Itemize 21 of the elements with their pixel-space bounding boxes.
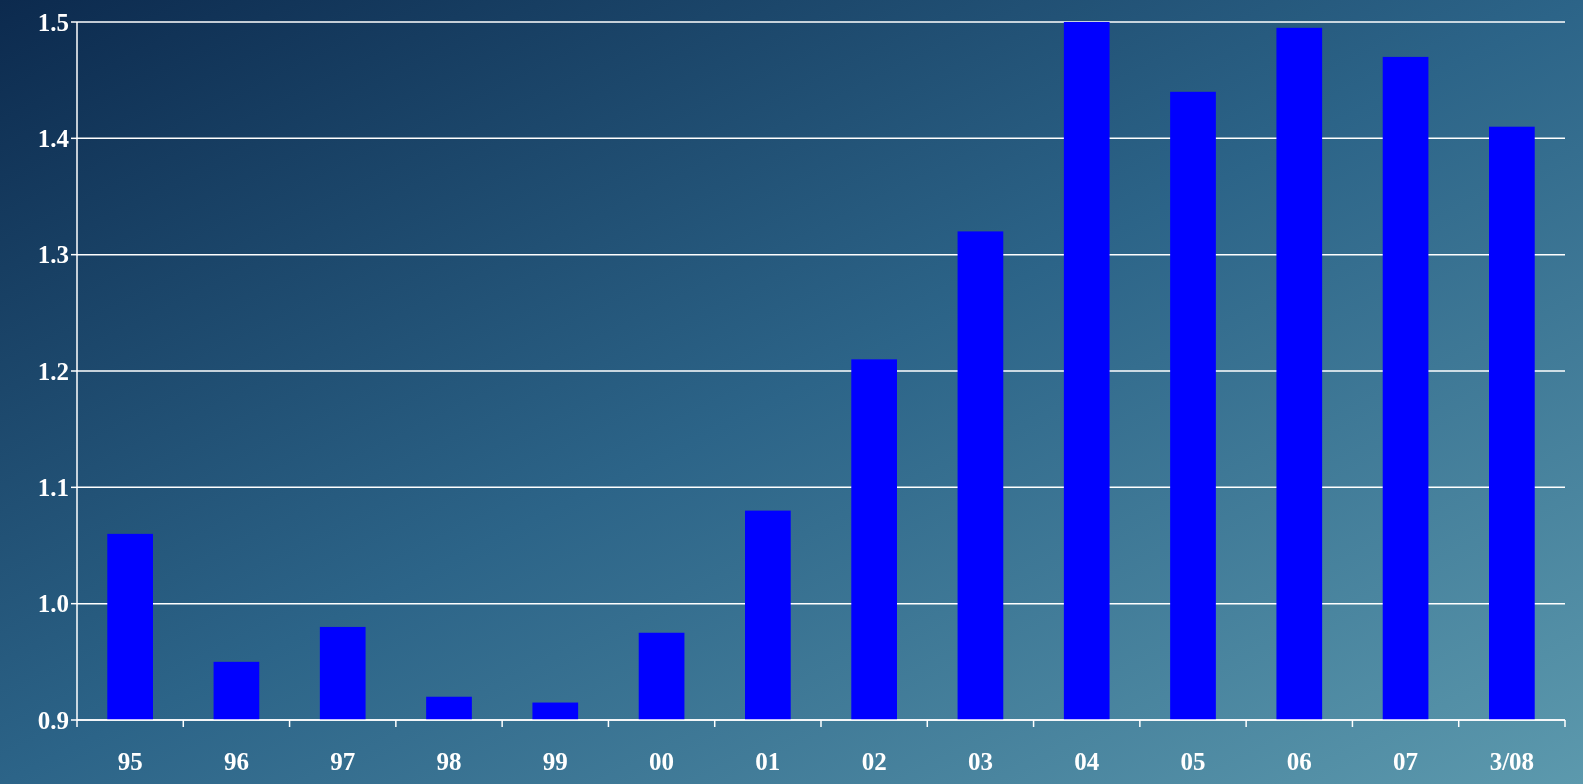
x-tick-label: 07 (1393, 748, 1419, 775)
y-tick-label: 1.0 (37, 590, 69, 618)
x-tick-label: 02 (861, 748, 887, 775)
y-tick-label: 1.2 (37, 357, 69, 385)
x-tick-label: 3/08 (1489, 748, 1535, 775)
x-tick-label: 98 (436, 748, 462, 775)
y-tick-label: 1.4 (37, 125, 70, 153)
y-tick-label: 1.5 (37, 8, 69, 36)
x-tick-label: 06 (1286, 748, 1312, 775)
x-tick-label: 03 (967, 748, 993, 775)
x-tick-label: 97 (330, 748, 356, 775)
x-tick-label: 05 (1180, 748, 1206, 775)
x-tick-label: 96 (223, 748, 249, 775)
x-tick-label: 95 (117, 748, 143, 775)
x-tick-label: 99 (542, 748, 568, 775)
y-tick-label: 1.1 (37, 474, 69, 502)
y-tick-label: 0.9 (37, 706, 69, 734)
x-tick-label: 00 (649, 748, 675, 775)
y-tick-label: 1.3 (37, 241, 69, 269)
x-tick-label: 01 (755, 748, 781, 775)
x-tick-label: 04 (1074, 748, 1100, 775)
